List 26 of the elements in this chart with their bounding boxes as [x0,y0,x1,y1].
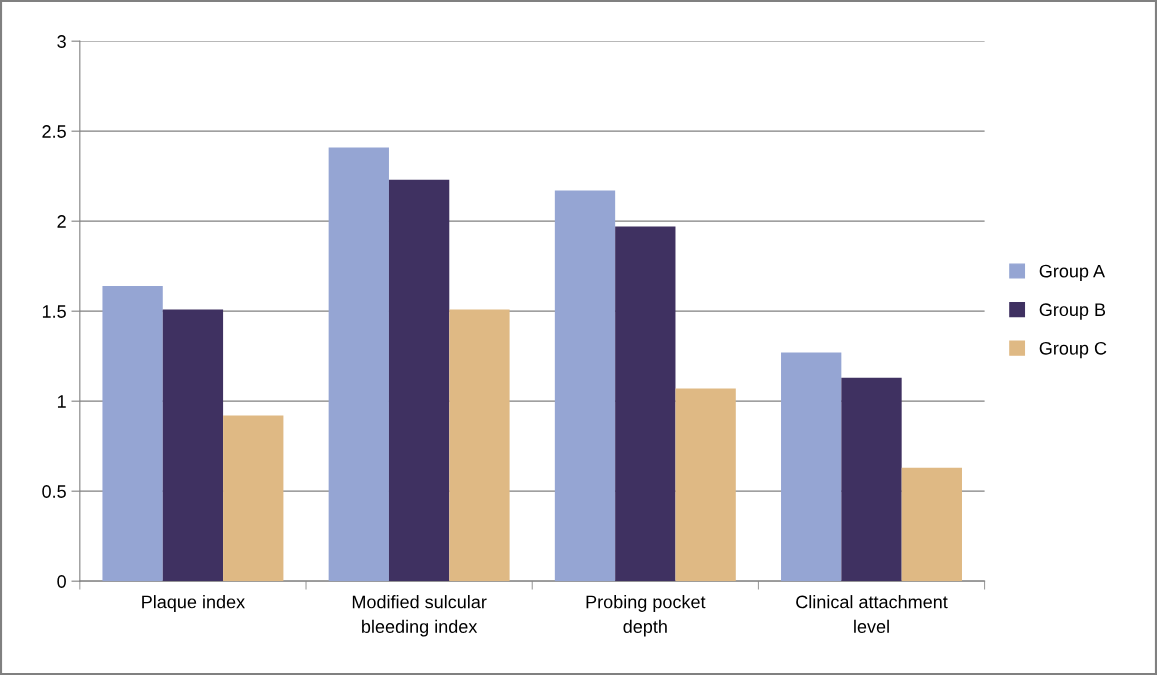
bar [841,377,902,582]
y-tick-label: 1.5 [42,305,66,318]
bar [449,309,510,582]
bar [102,285,163,582]
bar [675,388,736,582]
legend-label: Group C [1039,341,1107,359]
x-tick-label: Plaque index [142,595,245,612]
y-tick-label: 2.5 [42,125,66,138]
y-tick-label: 3 [57,35,66,48]
y-tick-label: 2 [57,215,66,228]
y-tick-label: 0 [57,575,66,588]
bar [554,190,616,582]
bar [162,309,224,582]
bar [781,352,842,582]
bar [223,415,284,582]
y-tick-label: 0.5 [42,485,66,498]
x-tick-label: Clinical attachment level [796,595,948,634]
legend-label: Group A [1039,264,1106,282]
bar [328,147,389,582]
bar [388,179,450,582]
bar [901,467,962,582]
x-tick-label: Modified sulcular bleeding index [352,595,487,637]
legend-label: Group B [1039,303,1106,320]
y-tick-label: 1 [57,395,66,408]
x-tick-label: Probing pocket depth [586,595,706,637]
bar [615,226,676,582]
